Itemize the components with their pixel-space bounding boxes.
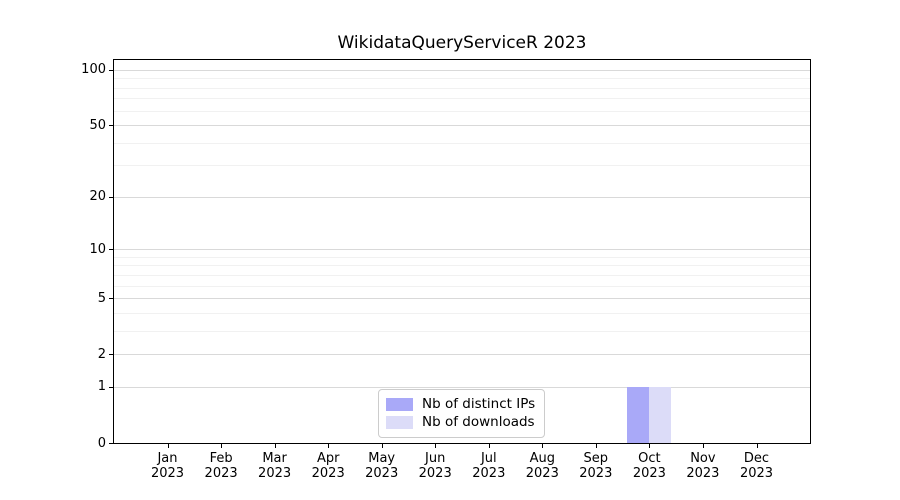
y-tick-label: 10 [89,241,106,257]
y-tick-label: 100 [81,62,106,78]
y-tick-mark [109,443,113,444]
y-tick-label: 20 [89,189,106,205]
y-tick-mark [109,69,113,71]
x-tick-label: Dec 2023 [727,451,787,481]
y-tick-mark [109,298,113,300]
gridline-major [114,125,810,126]
gridline-minor [114,330,810,332]
x-tick-month: Jun [425,451,446,466]
y-tick-mark [109,125,113,126]
gridline-minor [114,110,810,112]
x-tick-label: Aug 2023 [512,451,572,481]
gridline-minor [114,78,810,80]
gridline-major [114,249,810,251]
x-tick-mark [488,444,490,448]
legend-label-downloads: Nb of downloads [422,414,535,431]
x-tick-month: Feb [209,451,233,466]
y-tick-label: 1 [97,379,106,395]
x-tick-month: Mar [262,451,287,466]
gridline-major [114,354,810,356]
y-tick-mark [109,249,113,251]
x-tick-mark [649,444,651,448]
plot-area [113,59,811,444]
gridline-major [114,69,810,71]
x-tick-month: Oct [638,451,661,466]
x-tick-label: Nov 2023 [673,451,733,481]
x-tick-mark [542,444,544,448]
x-tick-mark [595,444,597,448]
x-tick-label: Feb 2023 [191,451,251,481]
y-tick-mark [109,196,113,198]
legend-swatch-downloads-icon [386,416,413,430]
gridline-minor [114,265,810,267]
x-tick-year: 2023 [418,466,452,481]
gridline-major [114,386,810,388]
x-tick-label: May 2023 [352,451,412,481]
x-tick-mark [328,444,330,448]
x-tick-month: Dec [743,451,770,466]
x-tick-mark [381,444,383,448]
bar-nb-of-downloads-oct-2023 [649,386,672,443]
x-tick-month: Jul [480,451,497,466]
x-tick-year: 2023 [525,466,559,481]
x-tick-year: 2023 [686,466,720,481]
x-tick-month: Aug [529,451,555,466]
x-tick-year: 2023 [472,466,506,481]
x-tick-month: Apr [316,451,340,466]
x-tick-year: 2023 [150,466,185,481]
chart-title: WikidataQueryServiceR 2023 [337,33,587,53]
x-tick-label: Sep 2023 [566,451,626,481]
x-tick-label: Jun 2023 [405,451,465,481]
x-tick-label: Apr 2023 [298,451,358,481]
x-tick-label: Jan 2023 [138,451,198,481]
gridline-minor [114,256,810,258]
x-tick-month: Sep [583,451,609,466]
legend-item-distinct-ips: Nb of distinct IPs [386,395,536,413]
x-tick-mark [756,444,758,448]
x-tick-year: 2023 [204,466,238,481]
gridline-minor [114,142,810,144]
legend-item-downloads: Nb of downloads [386,414,535,432]
x-tick-year: 2023 [739,466,774,481]
x-tick-mark [167,444,169,448]
x-tick-year: 2023 [311,466,345,481]
gridline-minor [114,87,810,89]
legend-label-distinct-ips: Nb of distinct IPs [422,395,536,412]
y-tick-mark [109,386,113,388]
x-tick-mark [221,444,223,448]
x-tick-year: 2023 [258,466,292,481]
x-tick-mark [274,444,276,448]
gridline-minor [114,98,810,100]
gridline-minor [114,165,810,167]
x-tick-year: 2023 [632,466,666,481]
x-tick-year: 2023 [579,466,613,481]
y-tick-label: 50 [89,117,106,133]
gridline-minor [114,312,810,314]
y-tick-mark [109,354,113,356]
gridline-major [114,196,810,198]
y-tick-label: 2 [97,346,106,362]
x-tick-month: May [368,451,396,466]
x-tick-label: Mar 2023 [245,451,305,481]
bar-nb-of-distinct-ips-oct-2023 [627,386,650,443]
x-tick-month: Jan [157,451,178,466]
gridline-minor [114,274,810,276]
x-tick-label: Jul 2023 [459,451,519,481]
gridline-major [114,298,810,300]
y-tick-label: 0 [97,435,106,451]
gridline-minor [114,285,810,287]
x-tick-month: Nov [690,451,716,466]
x-tick-year: 2023 [365,466,399,481]
legend-swatch-distinct-ips-icon [386,397,413,411]
legend: Nb of distinct IPs Nb of downloads [378,389,545,438]
x-tick-label: Oct 2023 [619,451,679,481]
x-tick-mark [435,444,437,448]
x-tick-mark [702,444,704,448]
y-tick-label: 5 [97,290,106,306]
